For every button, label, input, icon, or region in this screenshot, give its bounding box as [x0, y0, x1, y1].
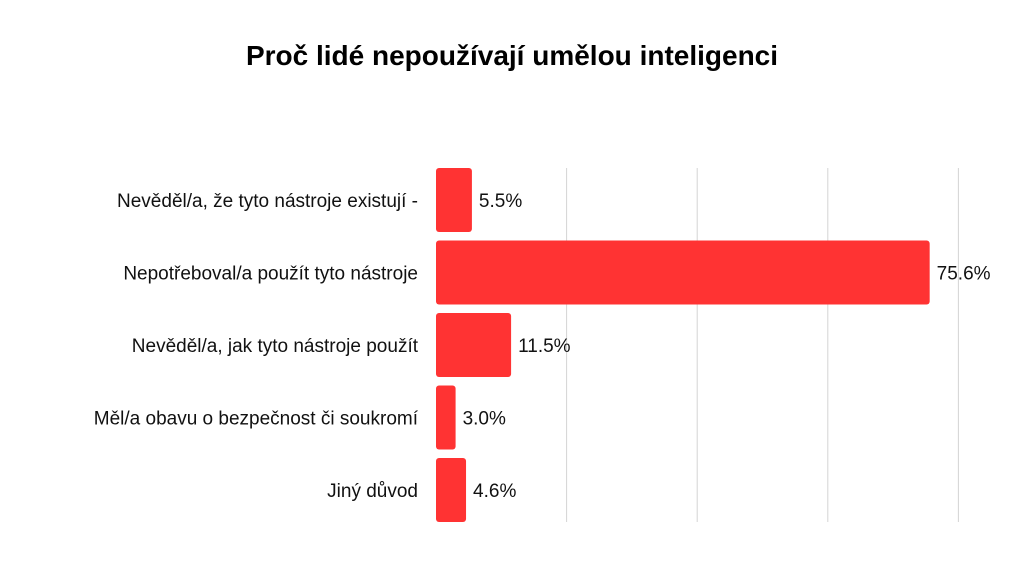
bar	[436, 458, 467, 522]
bar	[436, 240, 930, 305]
chart-title: Proč lidé nepoužívají umělou inteligenci	[245, 40, 779, 71]
bar	[436, 313, 512, 377]
category-label: Nevěděl/a, jak tyto nástroje použít	[132, 336, 419, 357]
value-label: 75.6%	[937, 264, 991, 285]
value-label: 4.6%	[473, 481, 516, 502]
value-labels: 5.5% 75.6% 11.5% 3.0% 4.6%	[463, 191, 991, 502]
category-label: Nepotřeboval/a použít tyto nástroje	[123, 264, 418, 285]
value-label: 3.0%	[463, 409, 506, 430]
gridlines	[566, 168, 959, 522]
value-label: 5.5%	[479, 191, 522, 212]
category-label: Nevěděl/a, že tyto nástroje existují -	[117, 191, 418, 212]
bars	[436, 168, 930, 522]
value-label: 11.5%	[518, 336, 571, 357]
category-label: Měl/a obavu o bezpečnost či soukromí	[94, 409, 419, 430]
bar	[436, 168, 472, 232]
bar	[436, 385, 456, 450]
category-labels: Nevěděl/a, že tyto nástroje existují - Ne…	[94, 191, 419, 502]
category-label: Jiný důvod	[327, 481, 418, 502]
